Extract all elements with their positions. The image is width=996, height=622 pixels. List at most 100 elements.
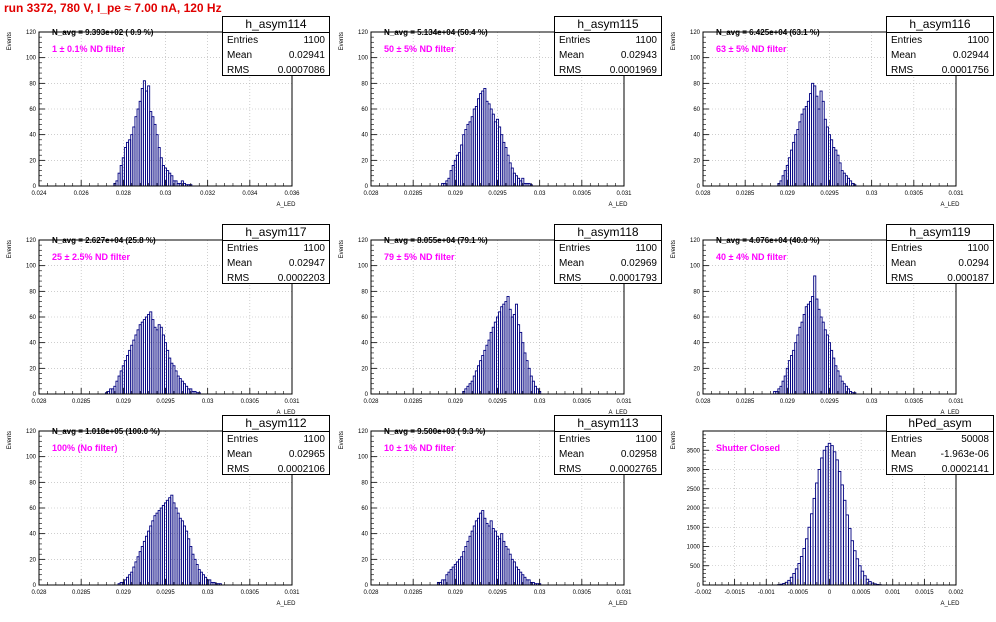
- stats-box: h_asym114 Entries 1100 Mean 0.02941 RMS 0.0…: [222, 16, 330, 76]
- navg-label: N_avg = 9.500e+03 ( 9.3 %): [384, 427, 486, 436]
- x-tick-label: 0.031: [284, 590, 300, 596]
- y-tick-label: 60: [361, 506, 368, 512]
- stats-rms-label: RMS: [227, 65, 250, 76]
- x-tick-label: 0.0305: [573, 590, 592, 596]
- stats-entries-label: Entries: [227, 434, 259, 445]
- histogram-plot: 0.028 0.0285 0.029 0.0295 0.03 0.0305 0.031 0 20…: [7, 429, 300, 607]
- stats-rms-value: 0.0001793: [609, 273, 657, 284]
- x-tick-label: 0.029: [448, 399, 464, 405]
- y-tick-label: 60: [29, 506, 36, 512]
- stats-rms-label: RMS: [559, 464, 582, 475]
- y-axis-label: Events: [7, 431, 13, 449]
- histogram-title: h_asym112: [223, 416, 329, 432]
- y-tick-label: 80: [693, 289, 700, 295]
- y-tick-label: 100: [358, 455, 369, 461]
- stats-mean-row: Mean 0.02947: [223, 256, 329, 271]
- stats-entries-label: Entries: [891, 434, 923, 445]
- y-axis-label: Events: [671, 431, 677, 449]
- stats-entries-label: Entries: [559, 35, 591, 46]
- x-axis-label: A_LED: [276, 202, 296, 208]
- y-tick-label: 40: [29, 133, 36, 139]
- x-tick-label: 0.0305: [241, 590, 260, 596]
- x-tick-label: 0.029: [448, 590, 464, 596]
- x-tick-label: 0.0295: [820, 399, 839, 405]
- navg-label: N_avg = 2.627e+04 (25.8 %): [52, 236, 156, 245]
- stats-mean-value: 0.02944: [952, 50, 989, 61]
- filter-label: Shutter Closed: [716, 443, 781, 453]
- x-tick-label: 0.032: [200, 191, 216, 197]
- histogram-panel-h_asym116: 0.028 0.0285 0.029 0.0295 0.03 0.0305 0.031 0 20…: [664, 16, 996, 223]
- x-tick-label: 0.0295: [156, 590, 175, 596]
- y-tick-label: 0: [365, 184, 369, 190]
- stats-box: h_asym112 Entries 1100 Mean 0.02965 RMS 0.0…: [222, 415, 330, 475]
- stats-entries-row: Entries 1100: [223, 241, 329, 256]
- stats-entries-label: Entries: [891, 243, 923, 254]
- x-tick-label: 0.028: [31, 590, 47, 596]
- y-tick-label: 20: [693, 158, 700, 164]
- x-tick-label: 0.03: [534, 191, 546, 197]
- x-tick-label: 0.028: [363, 590, 379, 596]
- x-tick-label: 0.026: [74, 191, 90, 197]
- y-axis-label: Events: [339, 431, 345, 449]
- x-axis-label: A_LED: [608, 601, 628, 607]
- y-tick-label: 40: [693, 133, 700, 139]
- y-tick-label: 80: [29, 81, 36, 87]
- histogram-plot: 0.028 0.0285 0.029 0.0295 0.03 0.0305 0.031 0 20…: [339, 238, 632, 416]
- stats-mean-label: Mean: [227, 50, 253, 61]
- stats-entries-value: 1100: [303, 35, 325, 46]
- histogram-panel-h_asym117: 0.028 0.0285 0.029 0.0295 0.03 0.0305 0.031 0 20…: [0, 224, 332, 431]
- x-tick-label: 0.0285: [736, 191, 755, 197]
- x-tick-label: 0.03: [534, 399, 546, 405]
- histogram-plot: 0.028 0.0285 0.029 0.0295 0.03 0.0305 0.031 0 20…: [671, 30, 964, 208]
- y-tick-label: 60: [29, 315, 36, 321]
- x-tick-label: 0.028: [363, 399, 379, 405]
- stats-rms-row: RMS 0.0001793: [555, 271, 661, 286]
- x-tick-label: 0.0295: [488, 191, 507, 197]
- stats-mean-label: Mean: [891, 449, 917, 460]
- x-tick-label: 0.0285: [404, 590, 423, 596]
- histogram-plot: 0.028 0.0285 0.029 0.0295 0.03 0.0305 0.031 0 20…: [7, 238, 300, 416]
- stats-entries-value: 1100: [635, 434, 657, 445]
- filter-label: 79 ± 5% ND filter: [384, 252, 455, 262]
- x-tick-label: 0.031: [948, 399, 964, 405]
- y-tick-label: 100: [690, 56, 701, 62]
- x-tick-label: 0.028: [31, 399, 47, 405]
- x-tick-label: 0.0305: [905, 399, 924, 405]
- y-tick-label: 0: [697, 583, 701, 589]
- y-tick-label: 120: [26, 429, 37, 435]
- x-tick-label: 0.0305: [241, 399, 260, 405]
- x-tick-label: 0.029: [780, 399, 796, 405]
- y-tick-label: 40: [361, 532, 368, 538]
- stats-entries-row: Entries 1100: [555, 33, 661, 48]
- y-tick-label: 80: [361, 81, 368, 87]
- stats-mean-value: 0.0294: [958, 258, 989, 269]
- x-tick-label: 0.0285: [404, 191, 423, 197]
- stats-mean-row: Mean 0.02969: [555, 256, 661, 271]
- x-tick-label: 0.028: [116, 191, 132, 197]
- y-tick-label: 0: [33, 392, 37, 398]
- stats-rms-label: RMS: [891, 273, 914, 284]
- x-tick-label: 0.03: [202, 590, 214, 596]
- x-tick-label: 0.024: [31, 191, 47, 197]
- y-axis-label: Events: [7, 32, 13, 50]
- histogram-title: h_asym114: [223, 17, 329, 33]
- y-tick-label: 80: [361, 480, 368, 486]
- y-tick-label: 20: [361, 158, 368, 164]
- stats-box: h_asym118 Entries 1100 Mean 0.02969 RMS 0.0…: [554, 224, 662, 284]
- filter-label: 50 ± 5% ND filter: [384, 44, 455, 54]
- x-tick-label: 0.0295: [488, 590, 507, 596]
- x-tick-label: 0.031: [948, 191, 964, 197]
- y-tick-label: 100: [26, 56, 37, 62]
- histogram-panel-h_asym119: 0.028 0.0285 0.029 0.0295 0.03 0.0305 0.031 0 20…: [664, 224, 996, 431]
- histogram-title: h_asym119: [887, 225, 993, 241]
- histogram-title: h_asym118: [555, 225, 661, 241]
- stats-entries-value: 1100: [303, 434, 325, 445]
- y-tick-label: 100: [358, 264, 369, 270]
- y-tick-label: 60: [693, 315, 700, 321]
- stats-rms-label: RMS: [559, 273, 582, 284]
- filter-label: 63 ± 5% ND filter: [716, 44, 787, 54]
- filter-label: 25 ± 2.5% ND filter: [52, 252, 130, 262]
- x-tick-label: -0.002: [694, 590, 712, 596]
- y-tick-label: 120: [26, 238, 37, 244]
- y-axis-label: Events: [339, 240, 345, 258]
